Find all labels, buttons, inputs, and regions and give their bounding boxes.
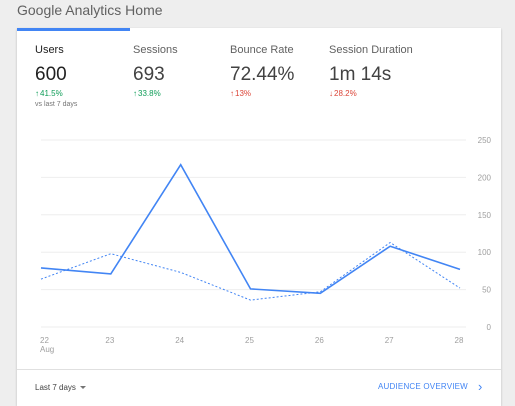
x-tick-label: 23 xyxy=(105,336,114,345)
date-range-label: Last 7 days xyxy=(35,383,76,392)
metric-delta: ↑ 33.8% xyxy=(133,89,161,98)
arrow-up-icon: ↑ xyxy=(230,89,234,98)
metric-tab-bounce-rate[interactable]: Bounce Rate 72.44% ↑ 13% xyxy=(230,44,330,98)
metric-label: Sessions xyxy=(133,44,178,56)
x-tick-label: 27 xyxy=(385,336,394,345)
x-tick-label: 22 xyxy=(40,336,49,345)
page-title: Google Analytics Home xyxy=(17,2,163,18)
audience-overview-link[interactable]: AUDIENCE OVERVIEW › xyxy=(378,379,483,394)
metric-value: 1m 14s xyxy=(329,64,392,85)
y-tick-label: 150 xyxy=(478,211,492,220)
y-tick-label: 250 xyxy=(478,136,492,145)
x-tick-label: 28 xyxy=(455,336,464,345)
x-tick-sublabel: Aug xyxy=(40,345,54,354)
arrow-down-icon: ↓ xyxy=(329,89,333,98)
metric-tab-sessions[interactable]: Sessions 693 ↑ 33.8% xyxy=(133,44,233,98)
metric-value: 600 xyxy=(35,64,67,85)
arrow-up-icon: ↑ xyxy=(133,89,137,98)
metric-value: 693 xyxy=(133,64,165,85)
x-tick-label: 26 xyxy=(315,336,324,345)
users-line-chart: 0 50 100 150 200 250 22 23 24 25 26 27 28 Aug xyxy=(40,136,492,354)
metric-delta: ↑ 13% xyxy=(230,89,252,98)
audience-overview-label: AUDIENCE OVERVIEW xyxy=(378,382,468,391)
metric-delta: ↑ 41.5% xyxy=(35,89,63,98)
caret-down-icon xyxy=(79,386,86,389)
footer-divider xyxy=(17,369,501,370)
metric-label: Session Duration xyxy=(329,44,413,56)
y-tick-label: 200 xyxy=(478,173,492,182)
metric-tab-session-duration[interactable]: Session Duration 1m 14s ↓ 28.2% xyxy=(329,44,429,98)
active-tab-indicator xyxy=(17,28,130,31)
chevron-right-icon: › xyxy=(477,379,483,394)
series-line-current xyxy=(40,163,461,295)
date-range-dropdown[interactable]: Last 7 days xyxy=(35,383,86,392)
x-tick-label: 25 xyxy=(245,336,254,345)
metric-delta: ↓ 28.2% xyxy=(329,89,357,98)
arrow-up-icon: ↑ xyxy=(35,89,39,98)
y-tick-label: 0 xyxy=(487,323,492,332)
x-tick-label: 24 xyxy=(175,336,184,345)
metric-label: Users xyxy=(35,44,64,56)
metric-label: Bounce Rate xyxy=(230,44,294,56)
metric-value: 72.44% xyxy=(230,64,295,85)
metric-tab-users[interactable]: Users 600 ↑ 41.5% vs last 7 days xyxy=(35,44,135,108)
analytics-card: Users 600 ↑ 41.5% vs last 7 days Session… xyxy=(17,28,501,406)
series-line-comparison xyxy=(40,241,461,301)
comparison-period: vs last 7 days xyxy=(35,101,78,108)
y-tick-label: 50 xyxy=(482,286,491,295)
y-tick-label: 100 xyxy=(478,248,492,257)
